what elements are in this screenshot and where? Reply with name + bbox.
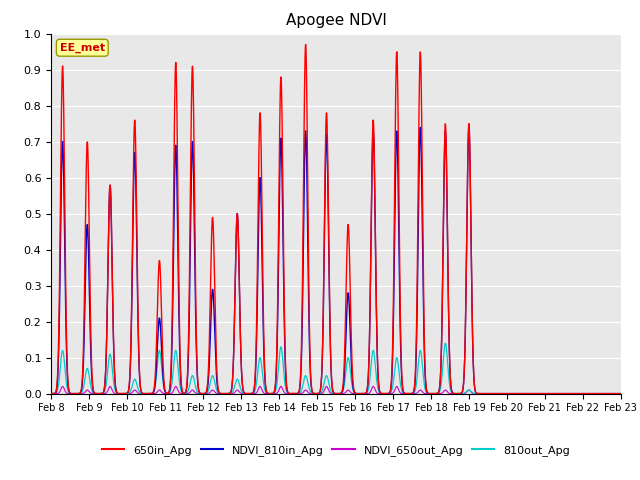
Title: Apogee NDVI: Apogee NDVI [285, 13, 387, 28]
Text: EE_met: EE_met [60, 43, 105, 53]
Legend: 650in_Apg, NDVI_810in_Apg, NDVI_650out_Apg, 810out_Apg: 650in_Apg, NDVI_810in_Apg, NDVI_650out_A… [97, 440, 575, 460]
